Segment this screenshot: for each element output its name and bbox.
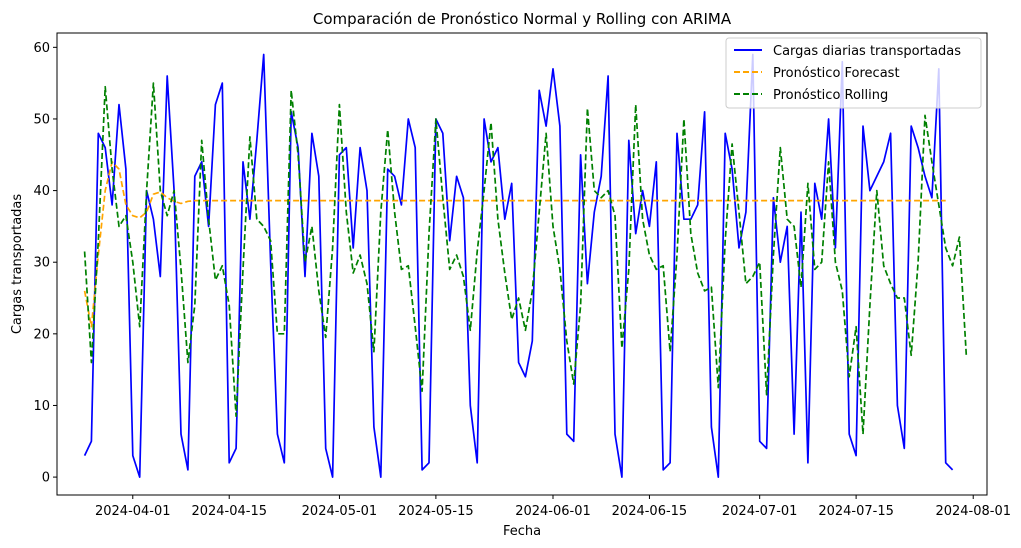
y-axis-label: Cargas transportadas bbox=[10, 194, 25, 335]
legend-label-series-1: Cargas diarias transportadas bbox=[773, 44, 961, 59]
legend-box bbox=[725, 37, 982, 109]
y-tick-label: 60 bbox=[33, 41, 50, 56]
series-lines bbox=[83, 53, 968, 478]
x-tick-label: 2024-04-01 bbox=[95, 504, 171, 519]
axes-frame bbox=[56, 32, 988, 496]
plot-area bbox=[56, 32, 988, 496]
x-tick-label: 2024-08-01 bbox=[935, 504, 1011, 519]
x-tick-label: 2024-04-15 bbox=[191, 504, 267, 519]
x-tick-label: 2024-06-01 bbox=[515, 504, 591, 519]
legend: Cargas diarias transportadas Pronóstico … bbox=[725, 37, 982, 109]
y-tick-label: 0 bbox=[42, 471, 50, 486]
x-tick-label: 2024-06-15 bbox=[612, 504, 688, 519]
y-tick-label: 40 bbox=[33, 184, 50, 199]
legend-label-series-2: Pronóstico Forecast bbox=[773, 66, 900, 81]
y-tick-label: 10 bbox=[33, 399, 50, 414]
chart-title: Comparación de Pronóstico Normal y Rolli… bbox=[313, 10, 732, 28]
x-tick-label: 2024-05-15 bbox=[398, 504, 474, 519]
x-axis: 2024-04-01 2024-04-15 2024-05-01 2024-05-15… bbox=[95, 495, 1011, 519]
y-axis: 0 10 20 30 40 50 60 bbox=[33, 41, 57, 486]
x-tick-label: 2024-05-01 bbox=[302, 504, 378, 519]
y-tick-label: 20 bbox=[33, 327, 50, 342]
y-tick-label: 50 bbox=[33, 112, 50, 127]
x-axis-label: Fecha bbox=[503, 524, 541, 539]
y-tick-label: 30 bbox=[33, 256, 50, 271]
legend-label-series-3: Pronóstico Rolling bbox=[773, 88, 888, 103]
series-line-3 bbox=[83, 82, 968, 435]
series-line-2 bbox=[83, 161, 946, 328]
x-tick-label: 2024-07-15 bbox=[818, 504, 894, 519]
series-line-1 bbox=[83, 53, 954, 478]
x-tick-label: 2024-07-01 bbox=[722, 504, 798, 519]
